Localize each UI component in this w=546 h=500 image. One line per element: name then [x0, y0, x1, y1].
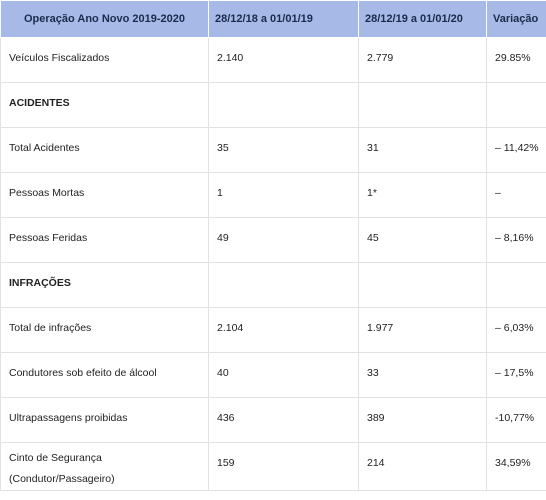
header-variation: Variação	[486, 0, 546, 38]
row-label: Total Acidentes	[0, 127, 209, 173]
value-2019: 49	[208, 217, 359, 263]
table-row: Pessoas Mortas 1 1* –	[0, 172, 546, 218]
variation-value	[486, 262, 546, 308]
table-row: Total Acidentes 35 31 – 11,42%	[0, 127, 546, 173]
header-period-2020: 28/12/19 a 01/01/20	[358, 0, 487, 38]
variation-value: 29.85%	[486, 37, 546, 83]
section-heading: INFRAÇÕES	[0, 262, 209, 308]
table-row: Veículos Fiscalizados 2.140 2.779 29.85%	[0, 37, 546, 83]
row-label: Veículos Fiscalizados	[0, 37, 209, 83]
row-label: Pessoas Feridas	[0, 217, 209, 263]
value-2020: 1*	[358, 172, 487, 218]
value-2019	[208, 82, 359, 128]
variation-value: – 11,42%	[486, 127, 546, 173]
variation-value: – 6,03%	[486, 307, 546, 353]
row-label: Condutores sob efeito de álcool	[0, 352, 209, 398]
header-period-2019: 28/12/18 a 01/01/19	[208, 0, 359, 38]
variation-value: -10,77%	[486, 397, 546, 443]
row-label: Pessoas Mortas	[0, 172, 209, 218]
table-header-row: Operação Ano Novo 2019-2020 28/12/18 a 0…	[0, 0, 546, 38]
value-2019: 1	[208, 172, 359, 218]
value-2020: 1.977	[358, 307, 487, 353]
section-heading: ACIDENTES	[0, 82, 209, 128]
value-2020: 31	[358, 127, 487, 173]
value-2019: 35	[208, 127, 359, 173]
value-2019: 159	[208, 442, 359, 491]
row-label: Cinto de Segurança (Condutor/Passageiro)	[0, 442, 209, 491]
variation-value: – 17,5%	[486, 352, 546, 398]
variation-value: 34,59%	[486, 442, 546, 491]
value-2020: 389	[358, 397, 487, 443]
table-row: Total de infrações 2.104 1.977 – 6,03%	[0, 307, 546, 353]
row-label: Total de infrações	[0, 307, 209, 353]
variation-value: –	[486, 172, 546, 218]
section-row: ACIDENTES	[0, 82, 546, 128]
row-label: Ultrapassagens proibidas	[0, 397, 209, 443]
header-operation: Operação Ano Novo 2019-2020	[0, 0, 209, 38]
section-row: INFRAÇÕES	[0, 262, 546, 308]
variation-value	[486, 82, 546, 128]
variation-value: – 8,16%	[486, 217, 546, 263]
value-2020	[358, 82, 487, 128]
value-2020: 2.779	[358, 37, 487, 83]
table-row: Cinto de Segurança (Condutor/Passageiro)…	[0, 442, 546, 491]
table-row: Pessoas Feridas 49 45 – 8,16%	[0, 217, 546, 263]
value-2020: 45	[358, 217, 487, 263]
value-2019: 2.140	[208, 37, 359, 83]
value-2019: 2.104	[208, 307, 359, 353]
value-2020: 214	[358, 442, 487, 491]
value-2019	[208, 262, 359, 308]
table-row: Ultrapassagens proibidas 436 389 -10,77%	[0, 397, 546, 443]
value-2019: 40	[208, 352, 359, 398]
value-2020: 33	[358, 352, 487, 398]
value-2019: 436	[208, 397, 359, 443]
table-row: Condutores sob efeito de álcool 40 33 – …	[0, 352, 546, 398]
value-2020	[358, 262, 487, 308]
